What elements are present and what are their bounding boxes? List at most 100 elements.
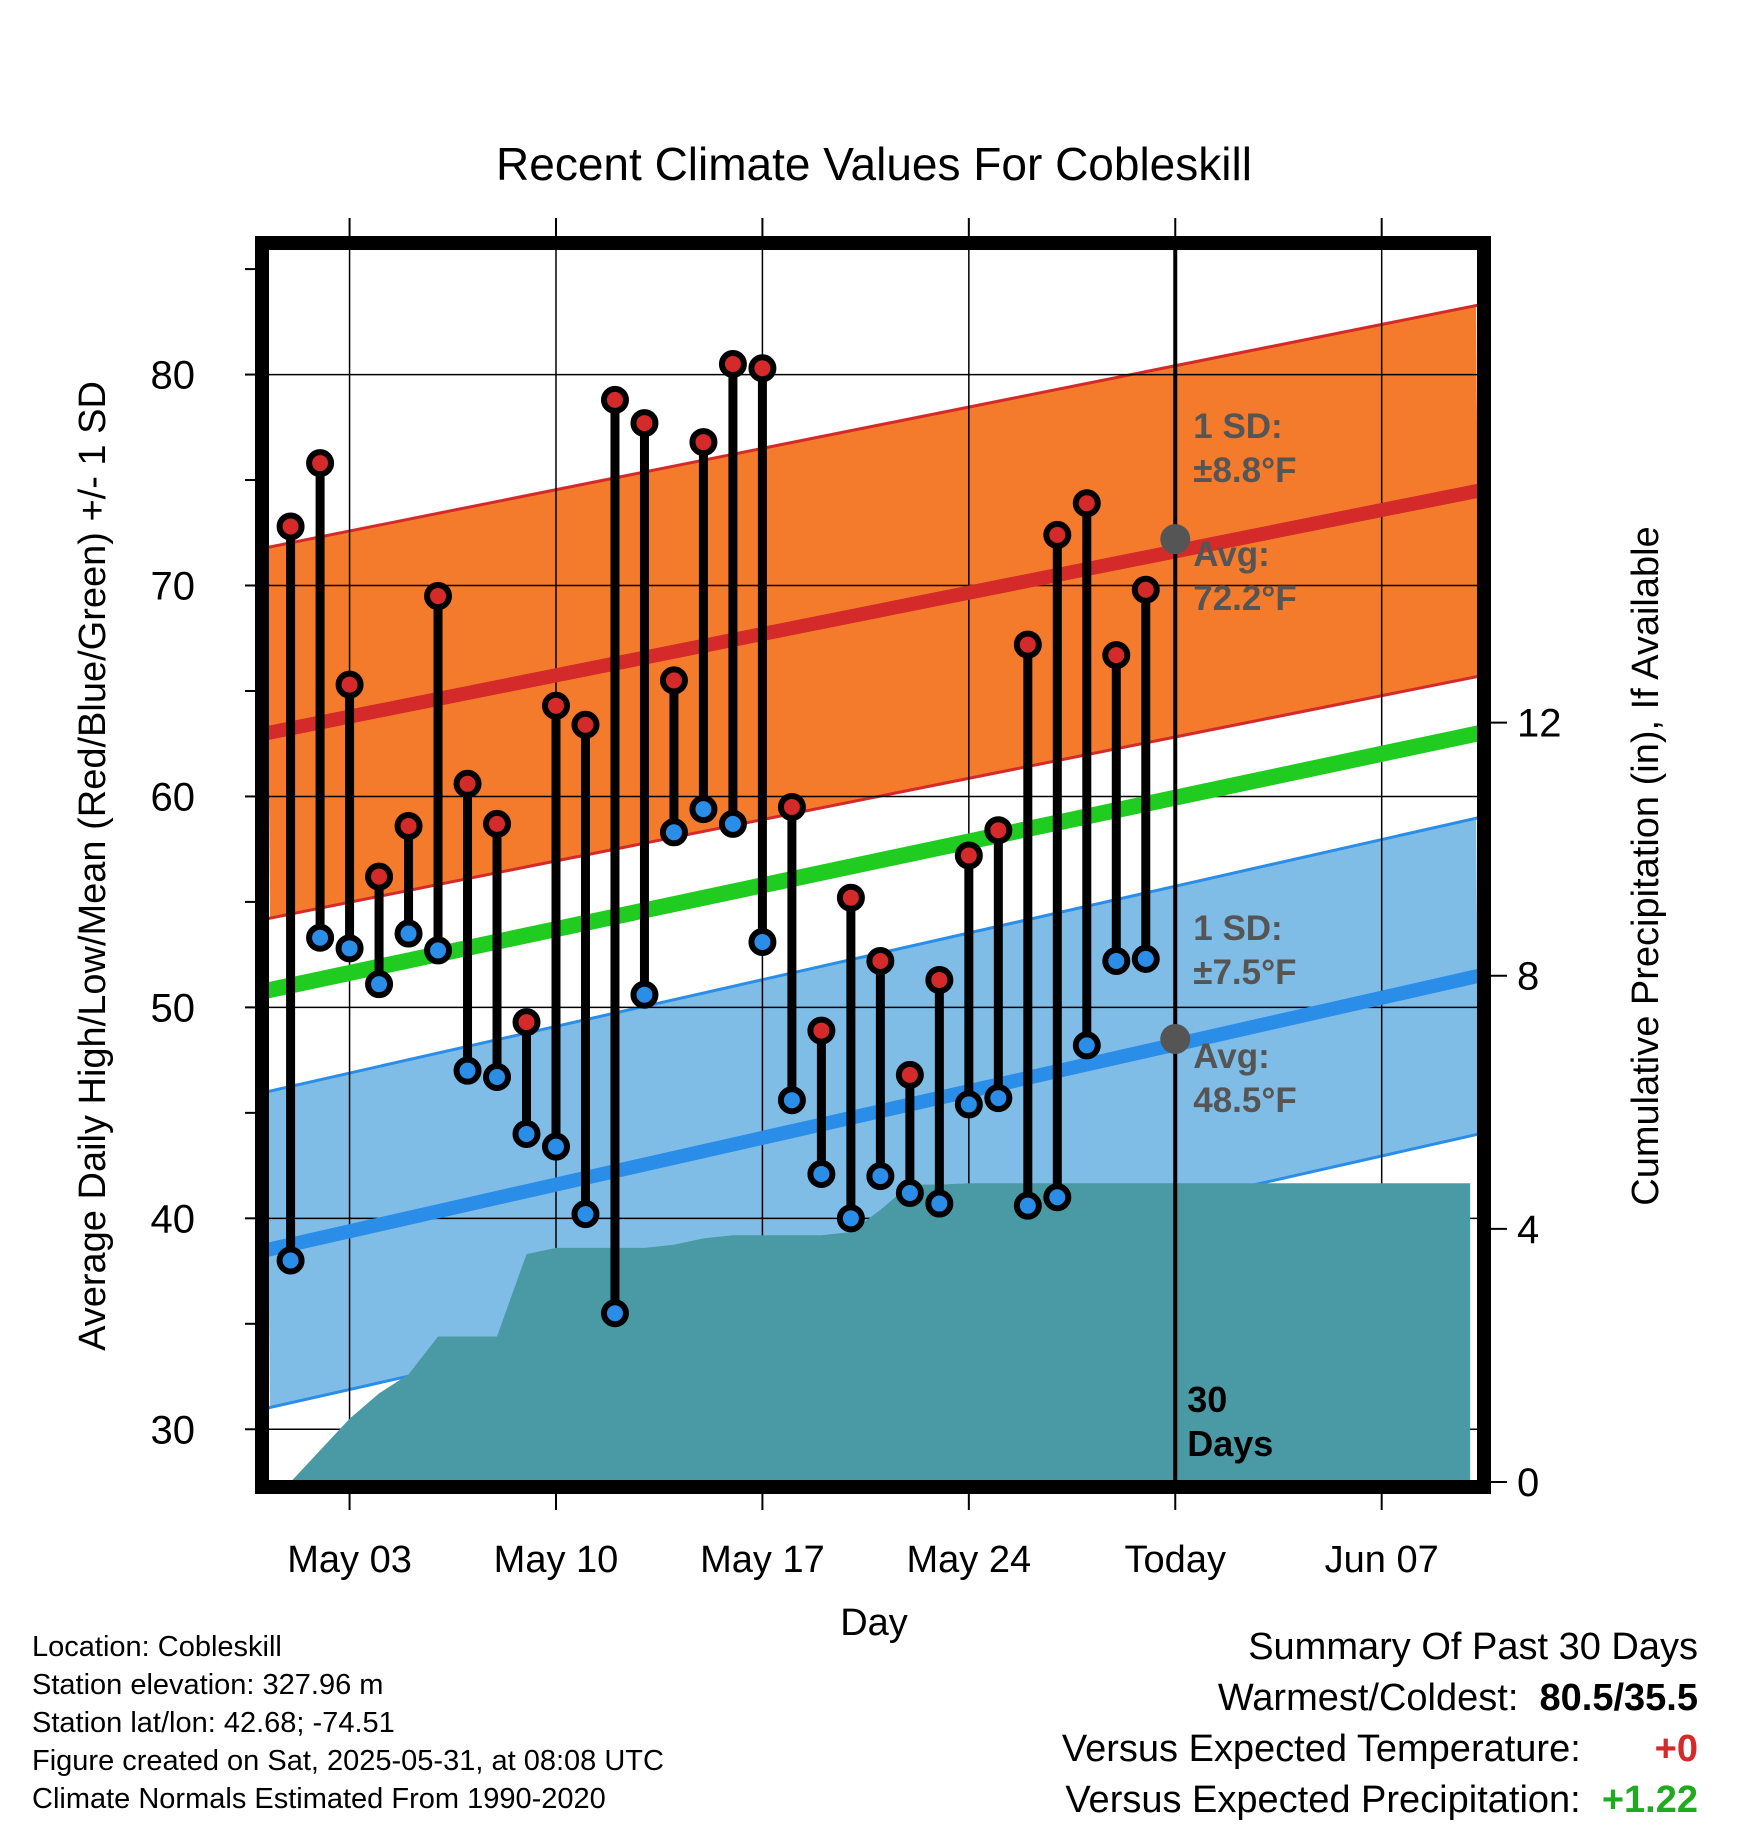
high-avg-marker — [1160, 524, 1191, 555]
high-band-upper-edge — [267, 303, 1479, 550]
low-point — [365, 970, 394, 999]
location-text: Location: Cobleskill — [32, 1631, 282, 1663]
x-tick-label: Today — [1125, 1539, 1226, 1581]
high-point — [895, 1060, 924, 1089]
low-normal-line — [267, 968, 1479, 1257]
low-point — [571, 1200, 600, 1229]
low-avg-marker — [1160, 1024, 1191, 1055]
x-tick-label: May 17 — [700, 1539, 825, 1581]
high-point — [483, 809, 512, 838]
high-normal-line — [267, 483, 1479, 741]
high-point — [718, 350, 747, 379]
low-point — [394, 919, 423, 948]
precip-value: +1.22 — [1601, 1779, 1698, 1821]
high-point — [394, 811, 423, 840]
low-point — [512, 1119, 541, 1148]
high-point — [541, 691, 570, 720]
low-point — [807, 1160, 836, 1189]
low-point — [541, 1132, 570, 1161]
high-point — [1043, 520, 1072, 549]
high-point — [335, 670, 364, 699]
low-point — [483, 1062, 512, 1091]
low-point — [453, 1056, 482, 1085]
low-point — [600, 1299, 629, 1328]
high-point — [866, 946, 895, 975]
high-point — [600, 385, 629, 414]
low-point — [1043, 1183, 1072, 1212]
low-point — [306, 923, 335, 952]
summary-title: Summary Of Past 30 Days — [1248, 1626, 1698, 1668]
high-point — [954, 841, 983, 870]
high-sd-value: ±8.8°F — [1193, 451, 1296, 490]
elevation-text: Station elevation: 327.96 m — [32, 1669, 384, 1701]
high-point — [276, 512, 305, 541]
low-point — [659, 818, 688, 847]
temp-value: +0 — [1654, 1728, 1698, 1770]
low-point — [630, 980, 659, 1009]
summary-panel: Summary Of Past 30 Days Warmest/Coldest:… — [1062, 1622, 1698, 1826]
low-point — [1131, 944, 1160, 973]
high-point — [1013, 630, 1042, 659]
high-point — [1072, 489, 1101, 518]
high-point — [1131, 575, 1160, 604]
y-tick-label: 80 — [151, 354, 196, 398]
y-tick-label: 40 — [151, 1197, 196, 1241]
high-avg-value: 72.2°F — [1193, 579, 1297, 618]
warm-cold-value: 80.5/35.5 — [1539, 1677, 1698, 1719]
summary-warm-cold: Warmest/Coldest: 80.5/35.5 — [1062, 1673, 1698, 1724]
x-axis-label: Day — [840, 1602, 908, 1644]
low-point — [836, 1204, 865, 1233]
high-point — [748, 354, 777, 383]
low-point — [895, 1179, 924, 1208]
summary-precip: Versus Expected Precipitation: +1.22 — [1062, 1775, 1698, 1826]
y2-tick-label: 8 — [1517, 955, 1539, 999]
low-avg-label: Avg: — [1193, 1037, 1269, 1076]
precip-label: Versus Expected Precipitation: — [1065, 1779, 1581, 1821]
high-point — [512, 1008, 541, 1037]
low-sd-value: ±7.5°F — [1193, 953, 1296, 992]
low-point — [925, 1189, 954, 1218]
y-tick-label: 50 — [151, 986, 196, 1030]
y2-axis-label: Cumulative Precipitation (in), If Availa… — [1625, 526, 1667, 1205]
high-point — [689, 428, 718, 457]
low-point — [1013, 1191, 1042, 1220]
high-point — [1102, 641, 1131, 670]
normals-text: Climate Normals Estimated From 1990-2020 — [32, 1783, 606, 1815]
high-point — [807, 1016, 836, 1045]
low-point — [748, 927, 777, 956]
high-sd-label: 1 SD: — [1193, 407, 1282, 446]
high-point — [777, 792, 806, 821]
x-tick-label: Jun 07 — [1325, 1539, 1439, 1581]
x-tick-label: May 03 — [287, 1539, 412, 1581]
low-point — [777, 1086, 806, 1115]
high-point — [424, 582, 453, 611]
low-point — [335, 934, 364, 963]
y-axis-label: Average Daily High/Low/Mean (Red/Blue/Gr… — [72, 381, 114, 1351]
high-point — [984, 816, 1013, 845]
today-days-label: 30 — [1187, 1379, 1227, 1420]
y-tick-label: 60 — [151, 775, 196, 819]
y2-tick-label: 4 — [1517, 1208, 1539, 1252]
low-point — [984, 1084, 1013, 1113]
created-text: Figure created on Sat, 2025-05-31, at 08… — [32, 1745, 664, 1777]
low-point — [689, 795, 718, 824]
low-avg-value: 48.5°F — [1193, 1081, 1297, 1120]
station-info: Location: Cobleskill Station elevation: … — [32, 1628, 664, 1818]
high-point — [836, 883, 865, 912]
high-point — [630, 409, 659, 438]
x-tick-label: May 10 — [494, 1539, 619, 1581]
low-point — [954, 1090, 983, 1119]
low-point — [1072, 1031, 1101, 1060]
chart-title: Recent Climate Values For Cobleskill — [496, 138, 1252, 190]
y2-tick-label: 12 — [1517, 702, 1562, 746]
summary-temp: Versus Expected Temperature: +0 — [1062, 1724, 1698, 1775]
high-point — [365, 862, 394, 891]
low-point — [424, 936, 453, 965]
today-days-label: Days — [1187, 1423, 1273, 1464]
high-avg-label: Avg: — [1193, 535, 1269, 574]
low-point — [718, 809, 747, 838]
high-point — [925, 965, 954, 994]
high-point — [306, 449, 335, 478]
x-tick-label: May 24 — [907, 1539, 1032, 1581]
